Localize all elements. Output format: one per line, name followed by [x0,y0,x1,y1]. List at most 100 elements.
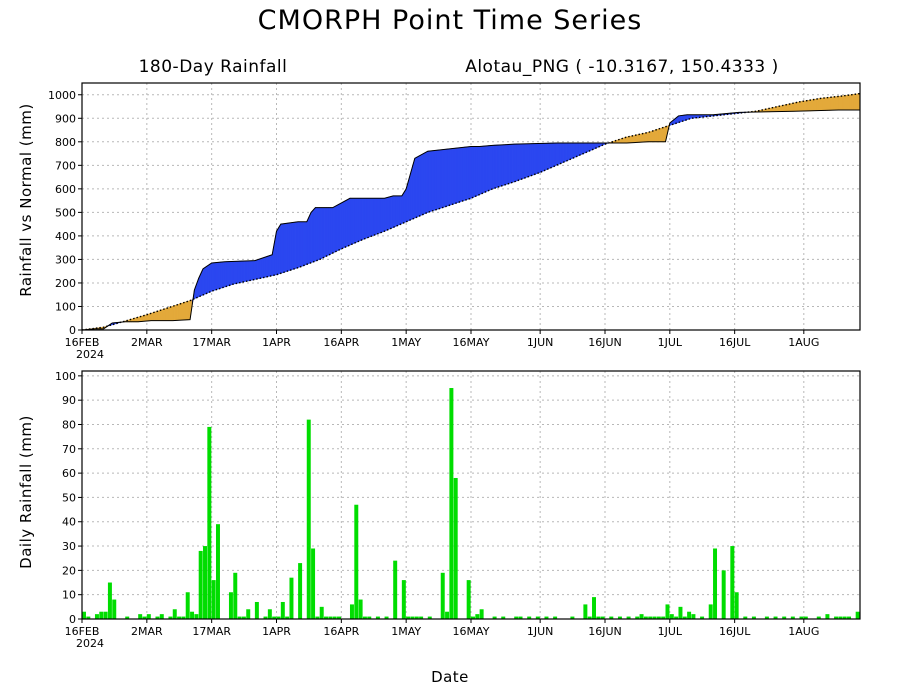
above-normal-area [237,260,241,284]
above-normal-area [373,197,377,236]
above-normal-area [418,154,422,217]
daily-rainfall-bar [553,616,558,619]
below-normal-area [779,105,783,112]
daily-rainfall-bar [475,614,480,619]
daily-x-tick-label: 16FEB [65,625,100,638]
above-normal-area [539,143,543,173]
daily-rainfall-bar [492,616,497,619]
daily-rainfall-bar [207,426,212,619]
daily-rainfall-bar [401,580,406,619]
below-normal-area [634,134,638,143]
cumulative-y-tick-label: 600 [55,183,76,196]
daily-rainfall-bar [138,614,143,619]
daily-rainfall-bar [215,524,220,619]
daily-rainfall-bar [617,616,622,619]
above-normal-area [533,143,537,176]
below-normal-area [853,93,856,111]
below-normal-area [784,104,787,112]
daily-rainfall-bar [393,560,398,619]
above-normal-area [395,195,398,227]
cumulative-y-tick-label: 0 [69,324,76,337]
below-normal-area [835,96,839,111]
daily-x-tick-label: 1AUG [788,625,819,638]
above-normal-area [371,197,375,237]
below-normal-area [801,100,805,112]
above-normal-area [297,221,301,269]
daily-y-tick-label: 0 [69,613,76,626]
above-normal-area [494,144,498,189]
normal-cumulative-line [81,92,861,331]
daily-y-tick-label: 50 [62,491,76,504]
above-normal-area [243,260,247,283]
daily-rainfall-bar [185,592,190,619]
daily-rainfall-bar [440,572,445,619]
below-normal-area [790,102,794,112]
daily-rainfall-bar [285,616,290,619]
daily-rainfall-bar [669,614,674,619]
below-normal-area [818,97,822,111]
daily-rainfall-bar [790,616,795,619]
daily-rainfall-bar [254,601,259,619]
daily-rainfall-bar [103,611,108,619]
above-normal-area [442,149,446,208]
below-normal-area [788,103,792,112]
daily-rainfall-bar [691,614,696,619]
daily-rainfall-bar [298,563,303,619]
daily-x-tick-year: 2024 [76,637,104,650]
above-normal-area [559,142,563,165]
daily-rainfall-bar [155,616,160,619]
daily-rainfall-bar [246,609,251,619]
daily-rainfall-bar [419,616,424,619]
below-normal-area [829,96,833,111]
above-normal-area [416,155,420,218]
daily-plot-frame [81,370,861,620]
below-normal-area [809,99,813,112]
below-normal-area [137,316,141,323]
cumulative-y-tick-label: 500 [55,206,76,219]
above-normal-area [222,261,225,289]
above-normal-area [472,146,476,198]
above-normal-area [345,198,349,248]
above-normal-area [256,258,260,280]
above-normal-area [332,205,336,254]
above-normal-area [509,143,513,184]
above-normal-area [308,212,312,264]
above-normal-area [224,261,228,288]
daily-rainfall-bar [535,616,540,619]
daily-x-tick-label: 16JUL [719,625,751,638]
above-normal-area [529,143,532,177]
below-normal-area [840,95,844,111]
above-normal-area [302,221,305,267]
daily-rainfall-bar [324,616,329,619]
daily-rainfall-bar [272,616,277,619]
daily-rainfall-bar [311,548,316,619]
below-normal-area [658,127,662,143]
below-normal-area [185,300,189,321]
daily-rainfall-bar [570,616,575,619]
below-normal-area [660,127,664,143]
cumulative-x-tick-label: 1MAY [391,336,421,349]
daily-rainfall-bar [194,614,199,619]
daily-rainfall-bar [466,580,471,619]
above-normal-area [269,254,273,277]
above-normal-area [511,143,515,183]
above-normal-area [312,206,316,263]
above-normal-area [226,261,230,287]
above-normal-area [353,197,357,244]
daily-rainfall-bar [354,504,359,619]
above-normal-area [338,202,342,251]
above-normal-area [213,262,217,291]
above-normal-area [490,145,493,191]
daily-rainfall-bar [544,616,549,619]
above-normal-area [306,216,310,265]
above-normal-area [567,142,571,161]
above-normal-area [258,257,262,279]
above-normal-area [561,142,565,164]
below-normal-area [842,95,846,111]
daily-x-tick-label: 17MAR [192,625,231,638]
daily-rainfall-bar [414,616,419,619]
above-normal-area [209,262,212,293]
above-normal-area [570,142,573,160]
